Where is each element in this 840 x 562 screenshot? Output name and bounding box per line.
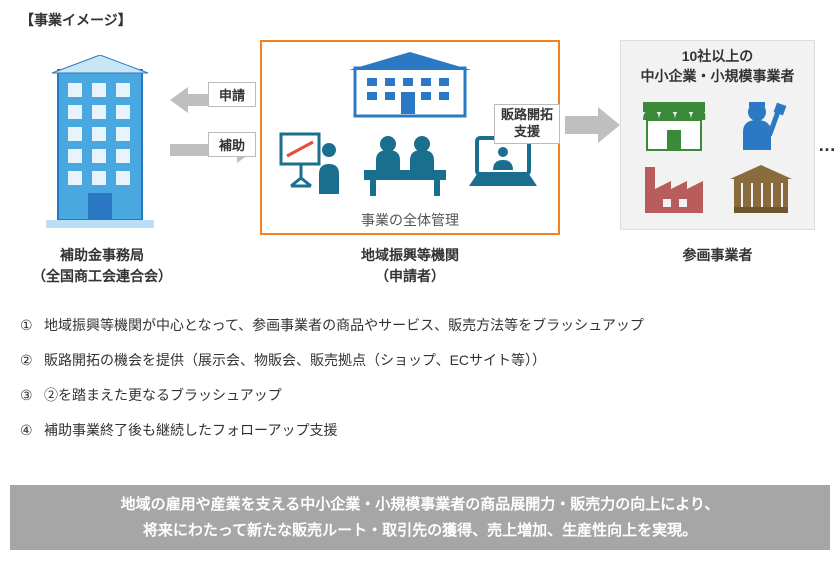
participants-header: 10社以上の 中小企業・小規模事業者 <box>621 41 814 92</box>
list-num-1: ① <box>20 315 44 336</box>
regional-org-label-l2: （申請者） <box>375 268 445 284</box>
participants-label: 参画事業者 <box>620 245 815 265</box>
ellipsis: … <box>818 135 838 156</box>
arrow-subsidy-label: 補助 <box>208 132 256 157</box>
diagram-title: 【事業イメージ】 <box>20 10 132 30</box>
footer-line-1: 地域の雇用や産業を支える中小企業・小規模事業者の商品展開力・販売力の向上により、 <box>121 492 720 518</box>
list-text-4: 補助事業終了後も継続したフォローアップ支援 <box>44 420 337 441</box>
subsidy-office-label-l2: （全国商工会連合会） <box>32 268 172 284</box>
summary-footer: 地域の雇用や産業を支える中小企業・小規模事業者の商品展開力・販売力の向上により、… <box>10 485 830 550</box>
arrow-support-label: 販路開拓 支援 <box>494 104 560 144</box>
footer-line-2: 将来にわたって新たな販売ルート・取引先の獲得、売上増加、生産性向上を実現。 <box>143 518 697 544</box>
regional-org-label: 地域振興等機関 （申請者） <box>260 245 560 287</box>
list-num-4: ④ <box>20 420 44 441</box>
list-item: ④ 補助事業終了後も継続したフォローアップ支援 <box>20 420 820 441</box>
list-item: ③ ②を踏まえた更なるブラッシュアップ <box>20 385 820 406</box>
subsidy-office-label: 補助金事務局 （全国商工会連合会） <box>12 245 192 287</box>
list-item: ② 販路開拓の機会を提供（展示会、物販会、販売拠点（ショップ、ECサイト等）） <box>20 350 820 371</box>
list-text-2: 販路開拓の機会を提供（展示会、物販会、販売拠点（ショップ、ECサイト等）） <box>44 350 546 371</box>
list-num-2: ② <box>20 350 44 371</box>
arrow-apply-label: 申請 <box>208 82 256 107</box>
org-building-icon <box>345 50 475 120</box>
regional-org-label-l1: 地域振興等機関 <box>361 247 459 263</box>
presenter-icon <box>277 128 347 198</box>
center-caption: 事業の全体管理 <box>260 210 560 230</box>
shop-icon <box>635 98 713 153</box>
desk-people-icon <box>360 128 450 198</box>
subsidy-office-label-l1: 補助金事務局 <box>60 247 144 263</box>
worker-icon <box>723 98 801 153</box>
list-num-3: ③ <box>20 385 44 406</box>
subsidy-office-icon <box>40 55 160 230</box>
list-item: ① 地域振興等機関が中心となって、参画事業者の商品やサービス、販売方法等をブラッ… <box>20 315 820 336</box>
arrow-support <box>565 105 620 145</box>
factory-icon <box>635 161 713 216</box>
participants-box: 10社以上の 中小企業・小規模事業者 <box>620 40 815 230</box>
list-text-3: ②を踏まえた更なるブラッシュアップ <box>44 385 282 406</box>
warehouse-icon <box>723 161 801 216</box>
list-text-1: 地域振興等機関が中心となって、参画事業者の商品やサービス、販売方法等をブラッシュ… <box>44 315 644 336</box>
numbered-list: ① 地域振興等機関が中心となって、参画事業者の商品やサービス、販売方法等をブラッ… <box>20 315 820 455</box>
